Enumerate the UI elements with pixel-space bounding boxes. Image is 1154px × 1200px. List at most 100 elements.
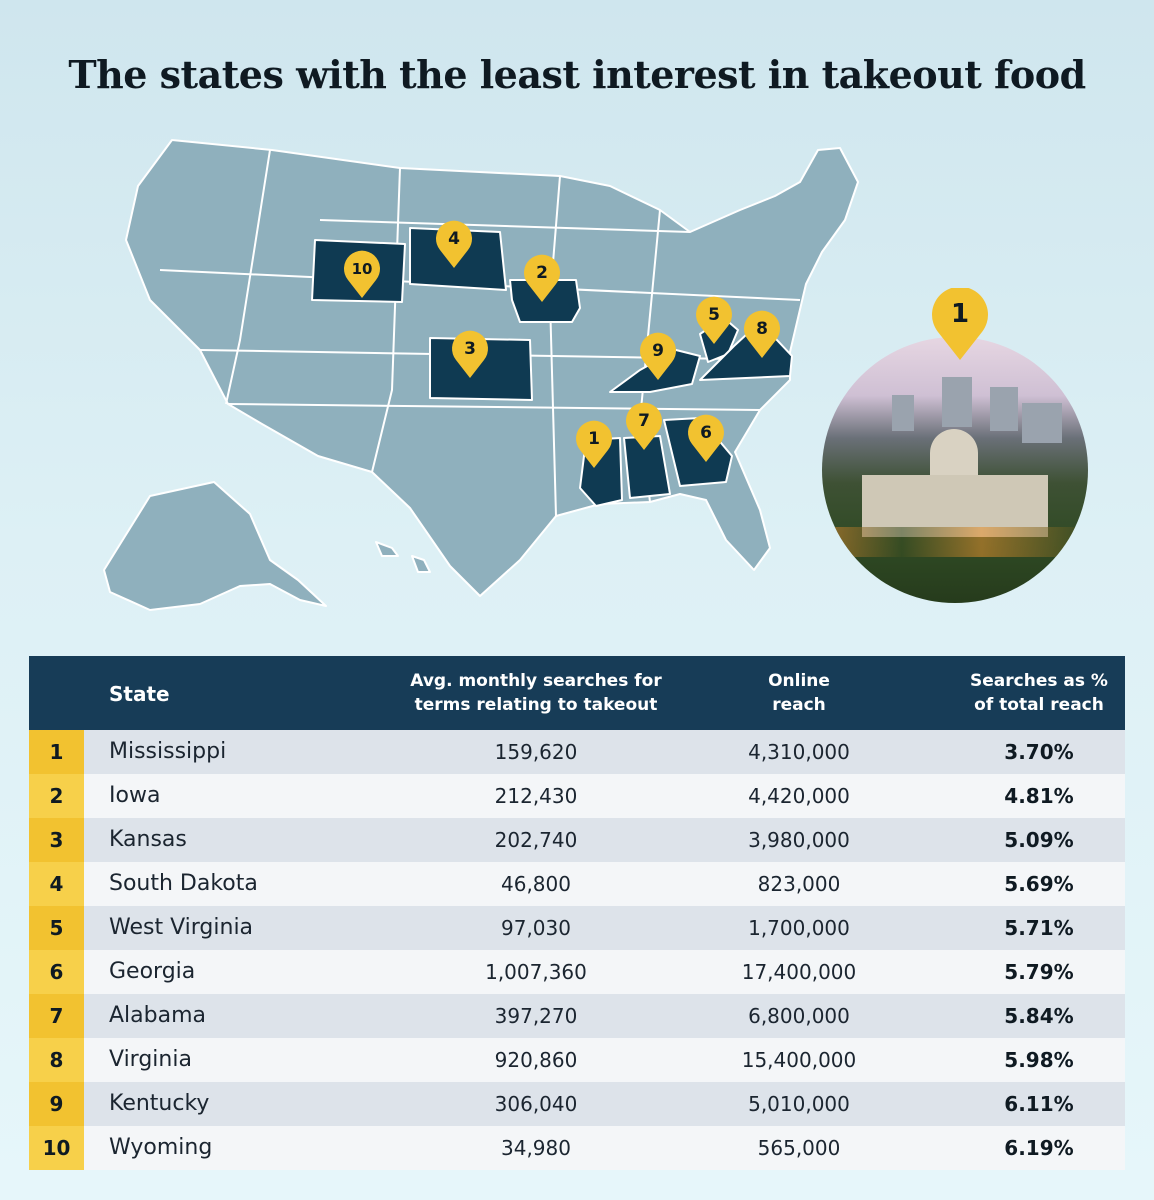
map-pin-icon: 8 [744, 310, 780, 358]
header-pct-line2: of total reach [974, 695, 1104, 715]
map-pin-icon: 6 [688, 414, 724, 462]
rank-badge: 2 [29, 774, 84, 818]
map-pin-label: 7 [638, 411, 650, 431]
mississippi-capitol-photo [822, 337, 1088, 603]
rank-badge: 9 [29, 1082, 84, 1126]
searches-cell: 1,007,360 [485, 960, 587, 984]
searches-cell: 397,270 [494, 1004, 578, 1028]
state-cell: Kansas [109, 827, 187, 852]
map-pin-label: 2 [536, 263, 548, 283]
map-pin-icon: 3 [452, 330, 488, 378]
reach-cell: 6,800,000 [748, 1004, 850, 1028]
map-pin-label: 8 [756, 319, 768, 339]
rank-badge: 6 [29, 950, 84, 994]
map-pin-icon: 9 [640, 332, 676, 380]
reach-cell: 5,010,000 [748, 1092, 850, 1116]
pct-cell: 5.69% [1004, 872, 1074, 896]
pct-cell: 4.81% [1004, 784, 1074, 808]
pct-cell: 6.19% [1004, 1136, 1074, 1160]
hawaii [375, 541, 431, 573]
pct-cell: 3.70% [1004, 740, 1074, 764]
searches-cell: 97,030 [501, 916, 571, 940]
pct-cell: 6.11% [1004, 1092, 1074, 1116]
table-row: 7 Alabama 397,270 6,800,000 5.84% [29, 994, 1125, 1038]
reach-cell: 823,000 [757, 872, 841, 896]
header-searches-line2: terms relating to takeout [414, 695, 658, 715]
header-reach-line2: reach [772, 695, 826, 715]
state-cell: Kentucky [109, 1091, 210, 1116]
state-cell: South Dakota [109, 871, 258, 896]
rank-badge: 3 [29, 818, 84, 862]
rank-badge: 1 [29, 730, 84, 774]
map-pin-icon: 5 [696, 296, 732, 344]
table-row: 3 Kansas 202,740 3,980,000 5.09% [29, 818, 1125, 862]
searches-cell: 34,980 [501, 1136, 571, 1160]
header-pct: Searches as % of total reach [944, 669, 1134, 717]
searches-cell: 46,800 [501, 872, 571, 896]
map-pin-icon: 7 [626, 402, 662, 450]
map-pin-label: 3 [464, 339, 476, 359]
searches-cell: 920,860 [494, 1048, 578, 1072]
map-pin-icon: 2 [524, 254, 560, 302]
state-cell: Wyoming [109, 1135, 213, 1160]
map-pin-icon: 10 [344, 250, 381, 298]
table-row: 2 Iowa 212,430 4,420,000 4.81% [29, 774, 1125, 818]
header-searches: Avg. monthly searches for terms relating… [379, 669, 693, 717]
header-state: State [109, 682, 170, 706]
state-cell: West Virginia [109, 915, 254, 940]
alaska [103, 481, 327, 611]
pct-cell: 5.98% [1004, 1048, 1074, 1072]
table-body: 1 Mississippi 159,620 4,310,000 3.70% 2 Iowa 21… [29, 730, 1125, 1170]
rank-badge: 7 [29, 994, 84, 1038]
table-row: 4 South Dakota 46,800 823,000 5.69% [29, 862, 1125, 906]
photo-pin-icon: 1 [932, 288, 988, 360]
rank-badge: 10 [29, 1126, 84, 1170]
header-pct-line1: Searches as % [970, 671, 1108, 691]
header-reach: Online reach [719, 669, 879, 717]
reach-cell: 17,400,000 [741, 960, 857, 984]
searches-cell: 212,430 [494, 784, 578, 808]
state-georgia [663, 417, 733, 487]
state-cell: Georgia [109, 959, 196, 984]
map-pin-icon: 1 [576, 420, 612, 468]
reach-cell: 15,400,000 [741, 1048, 857, 1072]
table-header: State Avg. monthly searches for terms re… [29, 656, 1125, 730]
header-searches-line1: Avg. monthly searches for [410, 671, 662, 691]
rank-badge: 5 [29, 906, 84, 950]
pct-cell: 5.79% [1004, 960, 1074, 984]
ranking-table: State Avg. monthly searches for terms re… [29, 656, 1125, 1170]
map-pin-icon: 4 [436, 220, 472, 268]
table-row: 6 Georgia 1,007,360 17,400,000 5.79% [29, 950, 1125, 994]
reach-cell: 565,000 [757, 1136, 841, 1160]
searches-cell: 202,740 [494, 828, 578, 852]
searches-cell: 306,040 [494, 1092, 578, 1116]
page-title: The states with the least interest in ta… [68, 52, 1086, 97]
pct-cell: 5.09% [1004, 828, 1074, 852]
map-pin-label: 5 [708, 305, 720, 325]
reach-cell: 3,980,000 [748, 828, 850, 852]
rank-badge: 8 [29, 1038, 84, 1082]
searches-cell: 159,620 [494, 740, 578, 764]
state-cell: Alabama [109, 1003, 207, 1028]
table-row: 5 West Virginia 97,030 1,700,000 5.71% [29, 906, 1125, 950]
table-row: 9 Kentucky 306,040 5,010,000 6.11% [29, 1082, 1125, 1126]
state-cell: Mississippi [109, 739, 227, 764]
reach-cell: 4,310,000 [748, 740, 850, 764]
rank-badge: 4 [29, 862, 84, 906]
map-pins: 1 2 3 4 5 6 7 8 9 10 [344, 220, 780, 468]
map-pin-label: 10 [352, 260, 373, 278]
table-row: 8 Virginia 920,860 15,400,000 5.98% [29, 1038, 1125, 1082]
table-row: 10 Wyoming 34,980 565,000 6.19% [29, 1126, 1125, 1170]
map-pin-label: 4 [448, 229, 460, 249]
table-row: 1 Mississippi 159,620 4,310,000 3.70% [29, 730, 1125, 774]
reach-cell: 4,420,000 [748, 784, 850, 808]
state-cell: Iowa [109, 783, 161, 808]
header-reach-line1: Online [768, 671, 830, 691]
state-cell: Virginia [109, 1047, 192, 1072]
map-pin-label: 6 [700, 423, 712, 443]
pct-cell: 5.71% [1004, 916, 1074, 940]
photo-pin-label: 1 [951, 299, 969, 329]
state-iowa [509, 279, 581, 323]
reach-cell: 1,700,000 [748, 916, 850, 940]
us-map: 1 2 3 4 5 6 7 8 9 10 [103, 139, 859, 611]
